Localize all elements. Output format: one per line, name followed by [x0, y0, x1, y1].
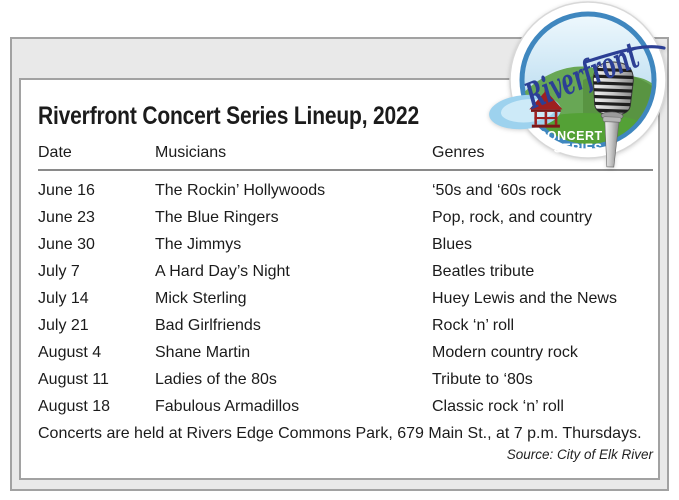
logo-badge-line1: CONCERT — [537, 129, 602, 143]
table-row: August 4 Shane Martin Modern country roc… — [38, 339, 653, 366]
cell-musicians: Fabulous Armadillos — [155, 397, 300, 415]
cell-date: July 14 — [38, 289, 89, 307]
cell-musicians: Shane Martin — [155, 343, 251, 361]
footer-note: Concerts are held at Rivers Edge Commons… — [38, 425, 642, 442]
gazebo-icon — [529, 87, 563, 128]
cell-musicians: A Hard Day’s Night — [155, 262, 290, 280]
table-row: June 30 The Jimmys Blues — [38, 231, 653, 258]
cell-genres: Huey Lewis and the News — [432, 289, 617, 307]
table-row: July 21 Bad Girlfriends Rock ‘n’ roll — [38, 312, 653, 339]
page-title: Riverfront Concert Series Lineup, 2022 — [38, 102, 420, 130]
cell-genres: Tribute to ‘80s — [432, 370, 533, 388]
cell-date: June 30 — [38, 235, 95, 253]
cell-date: August 11 — [38, 370, 109, 388]
cell-genres: Blues — [432, 235, 473, 253]
cell-genres: Rock ‘n’ roll — [432, 316, 515, 334]
column-header-date: Date — [38, 144, 72, 161]
cell-genres: Beatles tribute — [432, 262, 535, 280]
cell-date: August 18 — [38, 397, 111, 415]
source-credit: Source: City of Elk River — [506, 447, 653, 462]
column-header-genres: Genres — [432, 144, 485, 161]
table-row: August 18 Fabulous Armadillos Classic ro… — [38, 393, 653, 420]
riverfront-logo: CONCERT SERIES Riverfront — [489, 1, 667, 168]
cell-genres: Classic rock ‘n’ roll — [432, 397, 564, 415]
cell-date: June 23 — [38, 208, 95, 226]
cell-musicians: The Rockin’ Hollywoods — [155, 181, 326, 199]
cell-genres: Modern country rock — [432, 343, 578, 361]
table-row: June 16 The Rockin’ Hollywoods ‘50s and … — [38, 177, 653, 204]
cell-genres: Pop, rock, and country — [432, 208, 593, 226]
header-divider — [38, 169, 653, 171]
table-row: July 7 A Hard Day’s Night Beatles tribut… — [38, 258, 653, 285]
cell-date: June 16 — [38, 181, 95, 199]
cell-musicians: The Blue Ringers — [155, 208, 279, 226]
cell-date: August 4 — [38, 343, 102, 361]
table-row: June 23 The Blue Ringers Pop, rock, and … — [38, 204, 653, 231]
cell-musicians: Bad Girlfriends — [155, 316, 261, 334]
table-row: July 14 Mick Sterling Huey Lewis and the… — [38, 285, 653, 312]
cell-genres: ‘50s and ‘60s rock — [432, 181, 561, 199]
logo-script-swash — [583, 45, 666, 64]
table-row: August 11 Ladies of the 80s Tribute to ‘… — [38, 366, 653, 393]
cell-musicians: The Jimmys — [155, 235, 242, 253]
cell-musicians: Ladies of the 80s — [155, 370, 277, 388]
cell-musicians: Mick Sterling — [155, 289, 247, 307]
cell-date: July 21 — [38, 316, 89, 334]
logo-badge-line2: SERIES — [554, 142, 603, 156]
concert-table-body: June 16 The Rockin’ Hollywoods ‘50s and … — [38, 177, 658, 420]
cell-date: July 7 — [38, 262, 80, 280]
column-header-musicians: Musicians — [155, 144, 227, 161]
table-header: Date Musicians Genres — [38, 144, 653, 162]
